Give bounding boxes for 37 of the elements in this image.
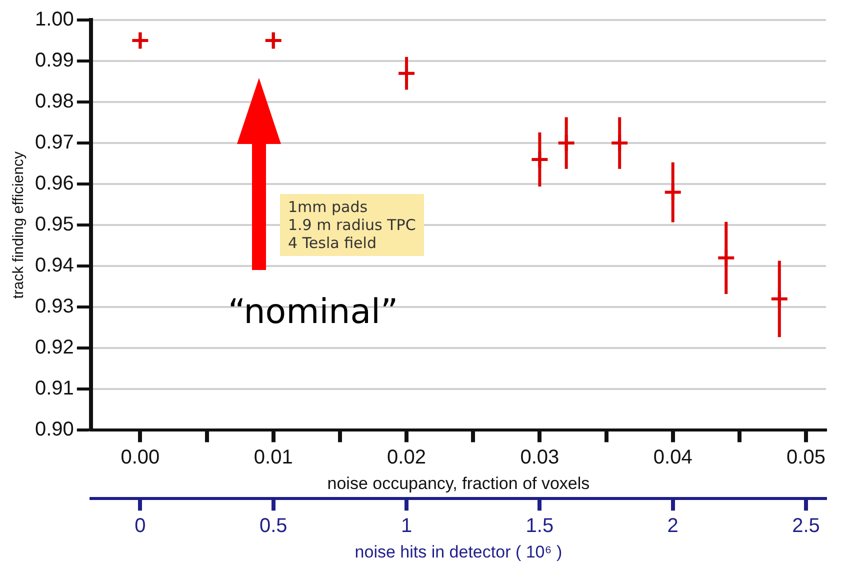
y-tick-label: 0.94	[34, 254, 74, 277]
x2-tick-label: 1.5	[526, 515, 554, 538]
y-axis-title: track finding efficiency	[10, 150, 28, 299]
point	[130, 31, 150, 50]
x2-tick-label: 2	[667, 515, 678, 538]
x-tick-label: 0.03	[520, 446, 560, 469]
x2-tick-label: 0	[134, 515, 146, 538]
y-tick-label: 0.98	[34, 90, 74, 113]
point	[663, 182, 682, 202]
point	[610, 134, 630, 153]
annotation: “nominal”	[228, 292, 398, 332]
x2-tick-label: 0.5	[259, 515, 288, 538]
x-tick-label: 0.05	[786, 446, 826, 469]
y-tick-label: 0.96	[34, 172, 74, 195]
x-axis-title: noise occupancy, fraction of voxels	[327, 474, 590, 494]
y-tick-label: 0.97	[34, 132, 74, 154]
x-tick-label: 0.00	[120, 446, 160, 469]
y-tick-label: 0.90	[34, 418, 74, 441]
y-tick-label: 0.99	[34, 50, 74, 72]
x2-tick-label: 1	[400, 515, 412, 538]
point	[716, 248, 736, 268]
y-tick-label: 1.00	[34, 8, 74, 31]
y-tick-label: 0.92	[34, 336, 74, 359]
annotation: 1mm pads 1.9 m radius TPC 4 Tesla field	[280, 194, 424, 256]
point	[397, 64, 416, 83]
point	[530, 150, 550, 169]
y-tick-label: 0.93	[34, 296, 74, 318]
y-tick-label: 0.91	[34, 378, 74, 400]
y-tick-label: 0.95	[34, 214, 74, 236]
x2-axis-title: noise hits in detector ( 10⁶ )	[354, 542, 562, 562]
x-tick-label: 0.04	[653, 446, 692, 469]
point	[556, 134, 576, 153]
point	[264, 31, 283, 50]
x-tick-label: 0.01	[254, 446, 293, 469]
x-tick-label: 0.02	[387, 446, 426, 469]
point	[770, 289, 789, 308]
x2-tick-label: 2.5	[792, 515, 820, 538]
